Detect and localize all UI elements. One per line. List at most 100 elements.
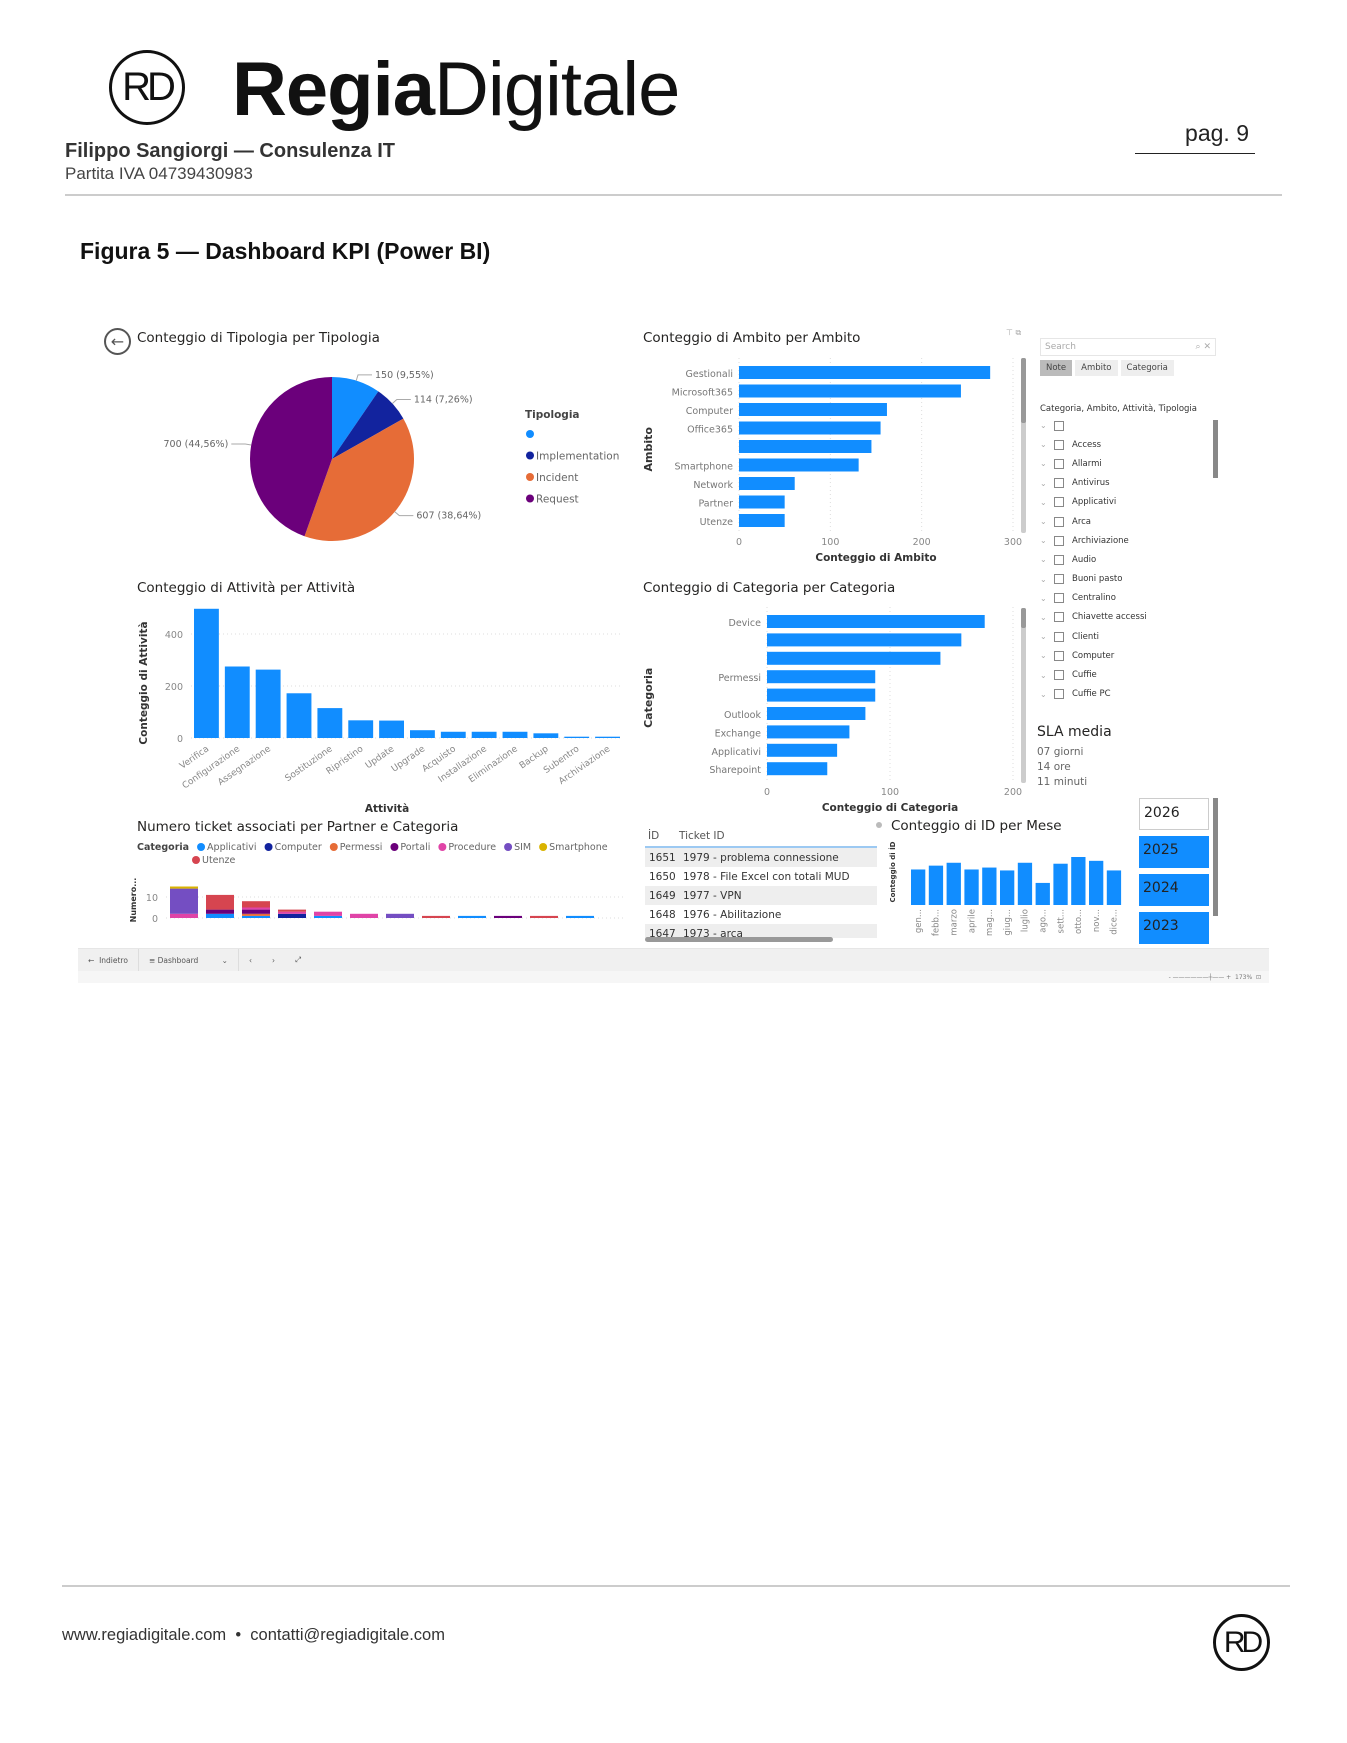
table-row[interactable]: 1650 1978 - File Excel con totali MUD — [645, 867, 877, 886]
x-tick-label: sett... — [1056, 909, 1066, 933]
checkbox[interactable] — [1054, 516, 1064, 527]
slicer-scrollbar[interactable] — [1213, 420, 1218, 478]
chevron-down-icon[interactable]: ⌄ — [1040, 689, 1047, 699]
stacked-bar-segment — [170, 886, 198, 889]
slicer-item[interactable]: ⌄ Cuffie — [1040, 665, 1216, 684]
year-option[interactable]: 2026 — [1139, 798, 1209, 830]
checkbox[interactable] — [1054, 593, 1064, 604]
slicer-item[interactable]: ⌄ Access — [1040, 435, 1216, 454]
stacked-bar-segment — [242, 915, 270, 918]
year-scrollbar[interactable] — [1213, 798, 1218, 916]
chevron-down-icon[interactable]: ⌄ — [1040, 574, 1047, 584]
checkbox[interactable] — [1054, 458, 1064, 469]
year-option[interactable]: 2025 — [1139, 836, 1209, 868]
next-page-button[interactable]: › — [271, 955, 275, 965]
cell-ticket: 1977 - VPN — [683, 889, 742, 902]
checkbox[interactable] — [1054, 497, 1064, 508]
slicer-tab-ambito[interactable]: Ambito — [1075, 360, 1118, 376]
checkbox[interactable] — [1054, 535, 1064, 546]
legend-label: Implementation — [536, 451, 619, 463]
slicer-item[interactable]: ⌄ Clienti — [1040, 627, 1216, 646]
chevron-down-icon[interactable]: ⌄ — [1040, 651, 1047, 661]
slicer-item-label: Archiviazione — [1072, 535, 1129, 546]
chevron-down-icon: ⌄ — [221, 955, 228, 965]
chevron-down-icon[interactable]: ⌄ — [1040, 421, 1047, 431]
slicer-tab-categoria[interactable]: Categoria — [1120, 360, 1174, 376]
expand-icon[interactable]: ⤢ — [294, 955, 301, 964]
prev-page-button[interactable]: ‹ — [248, 955, 252, 965]
email-link[interactable]: contatti@regiadigitale.com — [250, 1626, 445, 1644]
filter-icon[interactable]: ⊤ ⧉ — [1006, 328, 1022, 337]
slicer-item[interactable]: ⌄ Audio — [1040, 550, 1216, 569]
slicer-item[interactable]: ⌄ — [1040, 416, 1216, 435]
back-button[interactable]: ← Indietro — [78, 949, 139, 971]
chevron-down-icon[interactable]: ⌄ — [1040, 632, 1047, 642]
slicer-item[interactable]: ⌄ Archiviazione — [1040, 531, 1216, 550]
table-row[interactable]: 1649 1977 - VPN — [645, 886, 877, 905]
chevron-down-icon[interactable]: ⌄ — [1040, 517, 1047, 527]
legend-label: Smartphone — [549, 842, 608, 853]
y-tick-label: Sharepoint — [709, 765, 761, 776]
attivita-chart-title: Conteggio di Attività per Attività — [137, 580, 356, 596]
slicer-item[interactable]: ⌄ Chiavette accessi — [1040, 608, 1216, 627]
slicer-item[interactable]: ⌄ Antivirus — [1040, 474, 1216, 493]
chevron-down-icon[interactable]: ⌄ — [1040, 593, 1047, 603]
checkbox[interactable] — [1054, 650, 1064, 661]
categoria-scrollbar[interactable] — [1021, 608, 1026, 783]
chevron-down-icon[interactable]: ⌄ — [1040, 536, 1047, 546]
chevron-down-icon[interactable]: ⌄ — [1040, 612, 1047, 622]
year-option[interactable]: 2023 — [1139, 912, 1209, 944]
ambito-scrollbar[interactable] — [1021, 358, 1026, 533]
chevron-down-icon[interactable]: ⌄ — [1040, 670, 1047, 680]
table-row[interactable]: 1647 1973 - arca — [645, 924, 877, 938]
checkbox[interactable] — [1054, 574, 1064, 585]
zoom-slider[interactable]: - ——————┼—— + — [1168, 973, 1235, 981]
legend-marker — [329, 843, 338, 851]
bar — [194, 608, 219, 738]
table-scrollbar[interactable] — [645, 937, 833, 942]
report-nav-bar: ← Indietro ≡ Dashboard ⌄ ‹ › ⤢ — [78, 948, 1269, 971]
page-dropdown[interactable]: ≡ Dashboard ⌄ — [139, 949, 239, 971]
table-row[interactable]: 1651 1979 - problema connessione — [645, 848, 877, 867]
checkbox[interactable] — [1054, 439, 1064, 450]
fit-page-icon[interactable]: ⊡ — [1252, 973, 1261, 981]
year-option[interactable]: 2024 — [1139, 874, 1209, 906]
slicer-search-input[interactable]: Search ⌕ ✕ — [1040, 338, 1216, 356]
slicer-item-label: Access — [1072, 439, 1102, 450]
checkbox[interactable] — [1054, 554, 1064, 565]
column-header-ticket[interactable]: Ticket ID — [679, 830, 725, 842]
stacked-bar-segment — [314, 915, 342, 918]
checkbox[interactable] — [1054, 478, 1064, 489]
checkbox[interactable] — [1054, 670, 1064, 681]
checkbox[interactable] — [1054, 612, 1064, 623]
chevron-down-icon[interactable]: ⌄ — [1040, 459, 1047, 469]
slicer-item[interactable]: ⌄ Cuffie PC — [1040, 685, 1216, 704]
bar — [1000, 870, 1015, 905]
slicer-item-label: Chiavette accessi — [1072, 612, 1147, 623]
slicer-item[interactable]: ⌄ Computer — [1040, 646, 1216, 665]
slicer-item[interactable]: ⌄ Applicativi — [1040, 493, 1216, 512]
checkbox[interactable] — [1054, 420, 1064, 431]
table-row[interactable]: 1648 1976 - Abilitazione — [645, 905, 877, 924]
chevron-down-icon[interactable]: ⌄ — [1040, 440, 1047, 450]
chevron-down-icon[interactable]: ⌄ — [1040, 497, 1047, 507]
y-tick-label: Partner — [698, 499, 733, 510]
y-tick-label: Gestionali — [686, 369, 733, 380]
slicer-item[interactable]: ⌄ Buoni pasto — [1040, 570, 1216, 589]
chevron-down-icon[interactable]: ⌄ — [1040, 478, 1047, 488]
slicer-item[interactable]: ⌄ Allarmi — [1040, 454, 1216, 473]
checkbox[interactable] — [1054, 631, 1064, 642]
chevron-down-icon[interactable]: ⌄ — [1040, 555, 1047, 565]
pie-slice — [304, 418, 414, 541]
slicer-tab-note[interactable]: Note — [1040, 360, 1073, 376]
zoom-bar: - ——————┼—— + 173% ⊡ — [78, 971, 1269, 983]
website-link[interactable]: www.regiadigitale.com — [62, 1626, 227, 1644]
checkbox[interactable] — [1054, 689, 1064, 700]
slicer-item[interactable]: ⌄ Centralino — [1040, 589, 1216, 608]
bar — [1017, 862, 1033, 905]
y-tick-label: Microsoft365 — [672, 388, 733, 399]
legend-marker — [438, 843, 447, 851]
column-header-id[interactable]: İD — [648, 830, 660, 842]
back-arrow-icon[interactable]: ← — [104, 328, 131, 355]
slicer-item[interactable]: ⌄ Arca — [1040, 512, 1216, 531]
